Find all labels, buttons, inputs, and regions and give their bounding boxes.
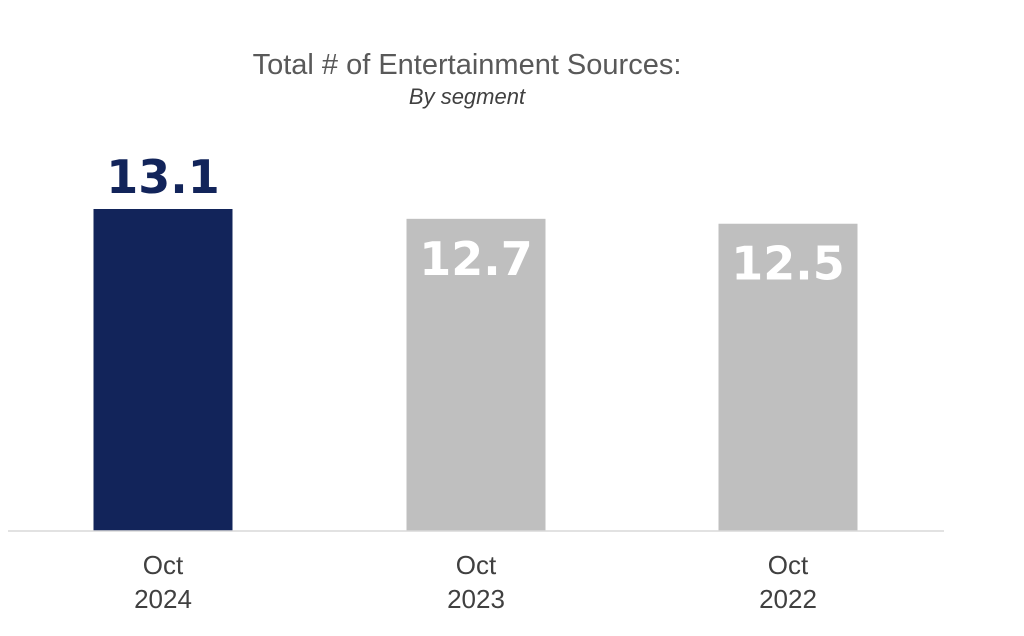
x-tick-label: Oct 2023 — [447, 550, 505, 614]
bar-oct-2022 — [718, 223, 858, 531]
x-tick-label: Oct 2022 — [759, 550, 817, 614]
chart-subtitle: By segment — [409, 84, 526, 109]
data-label: 12.5 — [731, 237, 845, 291]
x-tick-label: Oct 2024 — [134, 550, 192, 614]
x-tick-label-line: 2022 — [759, 584, 817, 614]
bar-oct-2023 — [406, 218, 546, 531]
x-tick-label-line: Oct — [768, 550, 809, 580]
x-tick-label-line: Oct — [143, 550, 184, 580]
data-label: 12.7 — [419, 232, 533, 286]
chart-title: Total # of Entertainment Sources: — [253, 49, 682, 81]
x-tick-label-line: 2024 — [134, 584, 192, 614]
labels-group: 13.1 Oct 2024 12.7 Oct 2023 12.5 Oct 2022 — [106, 150, 845, 614]
bar-oct-2024 — [93, 209, 233, 531]
x-tick-label-line: Oct — [456, 550, 497, 580]
bars-group — [93, 209, 858, 531]
data-label: 13.1 — [106, 150, 220, 204]
x-tick-label-line: 2023 — [447, 584, 505, 614]
